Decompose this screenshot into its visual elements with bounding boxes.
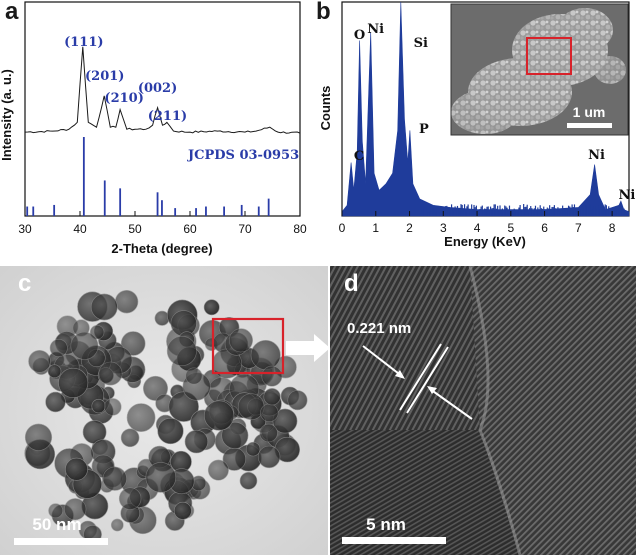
xrd-peak-label: (002) bbox=[138, 81, 177, 96]
sem-selection-box bbox=[526, 37, 572, 75]
tem-scale-label: 50 nm bbox=[32, 515, 81, 534]
eds-noise bbox=[419, 204, 626, 216]
hrtem-image bbox=[330, 266, 636, 555]
tem-image bbox=[0, 266, 328, 555]
xrd-peak-label: (201) bbox=[85, 69, 124, 84]
xrd-x-ticks: 30 40 50 60 70 80 bbox=[18, 211, 307, 236]
eds-x-tick-label: 1 bbox=[372, 221, 379, 235]
eds-x-axis-label: Energy (KeV) bbox=[444, 234, 526, 249]
tem-particles bbox=[24, 290, 308, 544]
jcpds-label: JCPDS 03-0953 bbox=[187, 148, 299, 163]
xrd-peak-label: (210) bbox=[104, 91, 143, 106]
lattice-measurement bbox=[362, 343, 473, 420]
xrd-pattern-line bbox=[24, 46, 301, 134]
eds-element-label: Ni bbox=[588, 148, 605, 163]
xrd-peak-label: (111) bbox=[64, 35, 103, 50]
xrd-chart: 30 40 50 60 70 80 (111) (201) (210)(002) (211) J… bbox=[0, 1, 307, 256]
sem-inset-frame bbox=[450, 3, 629, 136]
eds-element-label: Ni bbox=[367, 22, 384, 37]
sem-scale-label: 1 um bbox=[573, 104, 606, 120]
sem-inset bbox=[451, 4, 628, 135]
eds-x-tick-label: 3 bbox=[440, 221, 447, 235]
tem-to-hrtem-arrow bbox=[286, 334, 330, 362]
xrd-x-tick-label: 40 bbox=[73, 222, 87, 236]
xrd-x-tick-label: 80 bbox=[293, 222, 307, 236]
eds-element-label: O bbox=[354, 28, 365, 43]
panel-label-c: c bbox=[18, 270, 32, 297]
xrd-peak-labels: (111) (201) (210)(002) (211) bbox=[64, 35, 187, 124]
eds-element-label: Ni bbox=[618, 188, 635, 203]
hrtem-scale-label: 5 nm bbox=[366, 515, 406, 534]
xrd-x-axis-label: 2-Theta (degree) bbox=[111, 241, 212, 256]
xrd-y-axis-label: Intensity (a. u.) bbox=[0, 69, 14, 161]
lattice-spacing-label: 0.221 nm bbox=[347, 320, 411, 337]
eds-element-label: C bbox=[354, 149, 364, 164]
xrd-x-tick-label: 60 bbox=[183, 222, 197, 236]
tem-selection-box bbox=[211, 317, 285, 375]
sem-scale-bar bbox=[567, 123, 612, 128]
eds-x-tick-label: 4 bbox=[474, 221, 481, 235]
xrd-peak-label: (211) bbox=[148, 109, 187, 124]
eds-x-tick-label: 6 bbox=[541, 221, 548, 235]
eds-x-tick-label: 7 bbox=[575, 221, 582, 235]
eds-x-ticks: 0 1 2 3 4 5 6 7 8 bbox=[339, 211, 616, 235]
tem-scale-bar bbox=[14, 538, 108, 545]
eds-y-axis-label: Counts bbox=[318, 86, 333, 131]
xrd-x-tick-label: 30 bbox=[18, 222, 32, 236]
eds-x-tick-label: 2 bbox=[406, 221, 413, 235]
reference-sticks bbox=[26, 137, 270, 216]
panel-label-b: b bbox=[316, 0, 331, 25]
hrtem-scale-bar bbox=[342, 537, 446, 544]
panel-label-a: a bbox=[5, 0, 19, 25]
eds-element-label: Si bbox=[414, 36, 428, 51]
eds-x-tick-label: 5 bbox=[507, 221, 514, 235]
xrd-x-tick-label: 70 bbox=[238, 222, 252, 236]
eds-element-label: P bbox=[419, 122, 429, 137]
xrd-x-tick-label: 50 bbox=[128, 222, 142, 236]
panel-label-d: d bbox=[344, 270, 359, 297]
eds-x-tick-label: 0 bbox=[339, 221, 346, 235]
eds-x-tick-label: 8 bbox=[609, 221, 616, 235]
